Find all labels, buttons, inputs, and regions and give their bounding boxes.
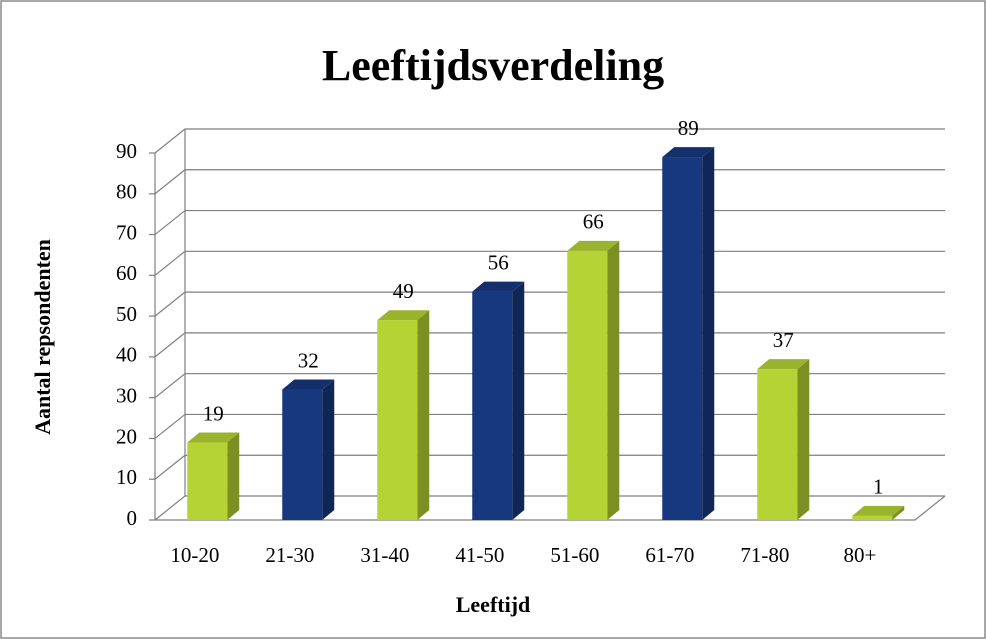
bar-front — [187, 442, 228, 520]
bar — [377, 310, 430, 520]
bar-top — [852, 505, 905, 516]
value-label: 37 — [773, 328, 794, 352]
bar-side — [702, 147, 715, 521]
bar-top — [187, 432, 240, 443]
bar-front — [377, 320, 418, 520]
bar-side — [512, 281, 525, 520]
value-label: 19 — [203, 401, 224, 425]
chart-title: Leeftijdsverdeling — [322, 41, 664, 90]
x-tick-label: 71-80 — [740, 543, 789, 567]
y-tick-label: 10 — [116, 465, 137, 489]
bar — [757, 359, 810, 520]
x-tick-label: 31-40 — [360, 543, 409, 567]
y-tick-label: 20 — [116, 424, 137, 448]
bar — [472, 281, 525, 520]
bar-top — [662, 147, 715, 158]
y-tick-label: 80 — [116, 180, 137, 204]
y-tick-label: 70 — [116, 220, 137, 244]
y-tick-label: 30 — [116, 383, 137, 407]
bar-side — [607, 240, 620, 520]
bar-top — [567, 240, 620, 251]
bar — [567, 240, 620, 520]
bar-front — [567, 250, 608, 520]
bar-top — [377, 310, 430, 321]
bar — [187, 432, 240, 520]
bar-front — [757, 369, 798, 520]
grid-line — [154, 128, 945, 154]
x-tick-label: 80+ — [843, 543, 876, 567]
y-tick-label: 50 — [116, 302, 137, 326]
bar — [282, 379, 335, 520]
bar-front — [282, 389, 323, 520]
bar — [662, 147, 715, 521]
value-label: 66 — [583, 210, 604, 234]
y-tick-label: 60 — [116, 261, 137, 285]
x-axis-label: Leeftijd — [456, 592, 531, 617]
bar-side — [227, 432, 240, 520]
bar-side — [322, 379, 335, 520]
value-label: 32 — [298, 348, 319, 372]
bar-side — [892, 505, 905, 520]
bar-side — [417, 310, 430, 520]
y-tick-label: 90 — [116, 139, 137, 163]
x-tick-label: 41-50 — [455, 543, 504, 567]
x-tick-label: 61-70 — [645, 543, 694, 567]
x-tick-label: 51-60 — [550, 543, 599, 567]
bar-front — [662, 157, 703, 521]
bar — [852, 505, 905, 520]
value-label: 89 — [678, 116, 699, 140]
value-label: 1 — [873, 475, 884, 499]
x-tick-label: 21-30 — [265, 543, 314, 567]
bar-top — [472, 281, 525, 292]
value-label: 56 — [488, 250, 509, 274]
bar-top — [757, 359, 810, 370]
bar-front — [472, 291, 513, 520]
y-axis-label: Aantal repsondenten — [30, 239, 55, 435]
y-tick-label: 40 — [116, 343, 137, 367]
bar-top — [282, 379, 335, 390]
bar-front — [852, 515, 893, 520]
bar-side — [797, 359, 810, 520]
x-tick-label: 10-20 — [170, 543, 219, 567]
y-tick-label: 0 — [127, 506, 138, 530]
value-label: 49 — [393, 279, 414, 303]
